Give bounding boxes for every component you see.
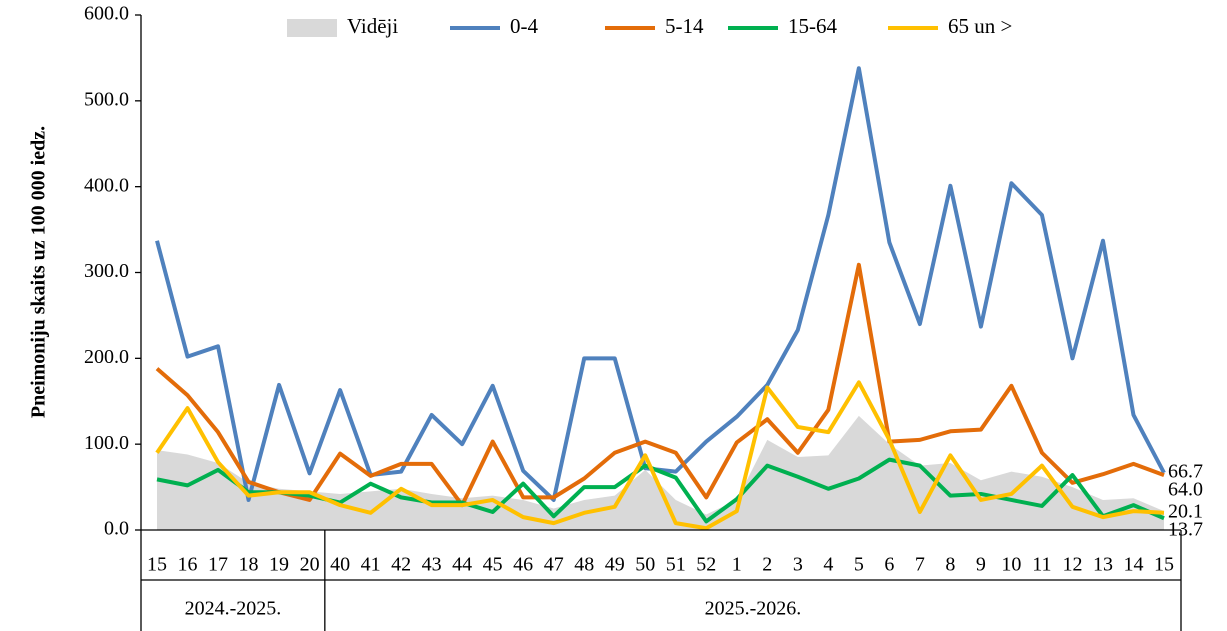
x-tick-label: 40	[330, 554, 350, 576]
x-tick-label: 2	[762, 554, 772, 576]
x-tick-label: 44	[452, 554, 472, 576]
x-tick-label: 15	[1154, 554, 1174, 576]
legend-label: 0-4	[510, 14, 538, 38]
x-tick-label: 6	[884, 554, 894, 576]
area	[157, 415, 1164, 530]
data-label: 20.1	[1168, 500, 1203, 522]
x-tick-label: 1	[732, 554, 742, 576]
line	[155, 380, 1165, 531]
data-label: 64.0	[1168, 478, 1203, 500]
x-tick-label: 18	[239, 554, 259, 576]
group-label: 2025.-2026.	[705, 598, 802, 620]
x-tick-label: 9	[976, 554, 986, 576]
x-tick-label: 51	[666, 554, 686, 576]
legend-label: 5-14	[665, 14, 704, 38]
legend-label: 15-64	[788, 14, 837, 38]
x-tick-label: 14	[1123, 554, 1143, 576]
x-tick-label: 43	[422, 554, 442, 576]
legend-label: Vidēji	[347, 14, 398, 38]
x-tick-label: 49	[605, 554, 625, 576]
x-tick-label: 4	[823, 554, 833, 576]
legend-label: 65 un >	[948, 14, 1012, 38]
y-tick-label: 0.0	[104, 518, 129, 540]
x-tick-label: 19	[269, 554, 289, 576]
x-tick-label: 45	[483, 554, 503, 576]
line	[155, 262, 1165, 508]
x-tick-label: 10	[1001, 554, 1021, 576]
x-tick-label: 16	[178, 554, 198, 576]
data-label: 13.7	[1168, 518, 1203, 540]
x-tick-label: 3	[793, 554, 803, 576]
x-tick-label: 12	[1062, 554, 1082, 576]
x-tick-label: 50	[635, 554, 655, 576]
group-label: 2024.-2025.	[185, 598, 282, 620]
y-tick-label: 600.0	[84, 3, 129, 25]
x-tick-label: 8	[945, 554, 955, 576]
y-tick-label: 500.0	[84, 88, 129, 110]
x-tick-label: 41	[361, 554, 381, 576]
x-tick-label: 20	[300, 554, 320, 576]
x-tick-label: 7	[915, 554, 925, 576]
x-tick-label: 11	[1032, 554, 1051, 576]
y-tick-label: 400.0	[84, 174, 129, 196]
y-axis-label: Pneimoniju skaits uz 100 000 iedz.	[28, 126, 50, 418]
x-tick-label: 17	[208, 554, 228, 576]
x-tick-label: 47	[544, 554, 564, 576]
x-tick-label: 48	[574, 554, 594, 576]
x-tick-label: 46	[513, 554, 533, 576]
y-tick-label: 100.0	[84, 432, 129, 454]
legend-swatch	[287, 19, 337, 37]
data-label: 66.7	[1168, 460, 1203, 482]
x-tick-label: 52	[696, 554, 716, 576]
x-tick-label: 42	[391, 554, 411, 576]
x-tick-label: 5	[854, 554, 864, 576]
y-tick-label: 200.0	[84, 346, 129, 368]
x-tick-label: 13	[1093, 554, 1113, 576]
x-tick-label: 15	[147, 554, 167, 576]
line	[155, 66, 1166, 502]
y-tick-label: 300.0	[84, 260, 129, 282]
